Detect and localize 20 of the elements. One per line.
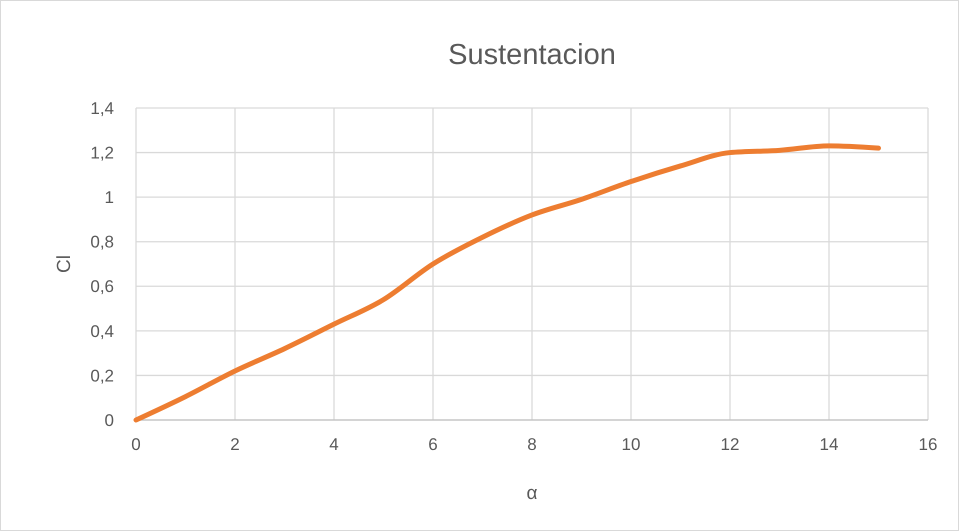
- x-tick-label: 8: [527, 435, 537, 454]
- y-tick-label: 0,6: [90, 277, 114, 296]
- x-tick-label: 10: [622, 435, 640, 454]
- x-tick-label: 4: [329, 435, 339, 454]
- y-tick-label: 0,4: [90, 322, 114, 341]
- x-axis-title: α: [526, 483, 538, 504]
- chart-title: Sustentacion: [448, 39, 616, 71]
- y-axis-title: Cl: [54, 255, 75, 273]
- x-tick-label: 16: [918, 435, 938, 454]
- y-tick-label: 1,4: [90, 98, 114, 118]
- y-tick-label: 1: [104, 188, 114, 208]
- y-tick-label: 1,2: [90, 144, 114, 163]
- y-tick-label: 0: [104, 410, 114, 430]
- x-tick-label: 2: [230, 435, 240, 454]
- x-tick-label: 14: [820, 435, 838, 454]
- y-tick-label: 0,8: [90, 232, 114, 252]
- x-tick-label: 6: [428, 435, 438, 454]
- x-tick-label: 12: [720, 435, 740, 454]
- y-tick-label: 0,2: [90, 366, 114, 386]
- x-tick-label: 0: [131, 435, 141, 454]
